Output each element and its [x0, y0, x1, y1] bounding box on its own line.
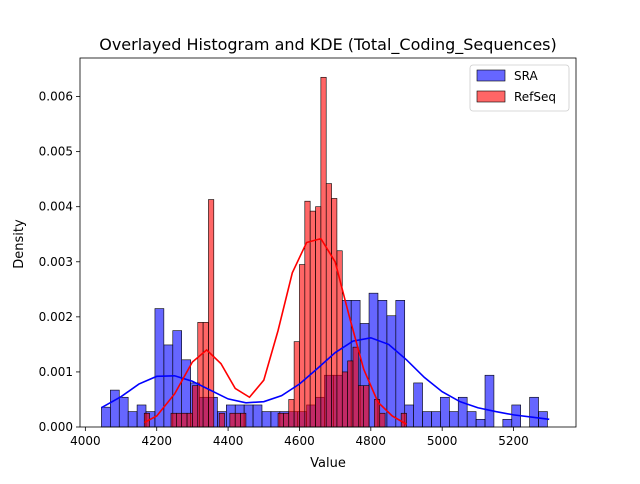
histogram-bar — [413, 382, 423, 428]
histogram-bar — [202, 322, 209, 428]
histogram-bar — [309, 210, 316, 428]
y-tick-label: 0.004 — [39, 200, 73, 214]
x-tick-label: 5200 — [498, 434, 529, 448]
histogram-bar — [197, 322, 204, 428]
histogram-bar — [502, 418, 513, 428]
histogram-bar — [449, 411, 459, 428]
histogram-bar — [431, 411, 441, 428]
histogram-bar — [181, 412, 188, 428]
histogram-bar — [320, 76, 327, 428]
plot-area: 4000 4200 4400 4600 4800 5000 5200 0.000 0.001 0.… — [39, 57, 577, 448]
histogram-bar — [110, 389, 120, 428]
histogram-bar — [466, 411, 477, 428]
histogram-bar — [277, 412, 284, 428]
histogram-bar — [261, 411, 272, 428]
histogram-bar — [386, 315, 397, 428]
histogram-bar — [176, 412, 183, 428]
histogram-bar — [529, 396, 539, 428]
histogram-bar — [229, 412, 236, 428]
histogram-bar — [422, 411, 432, 428]
histogram-bar — [208, 199, 215, 428]
x-axis-label: Value — [310, 456, 346, 471]
histogram-bar — [347, 360, 354, 428]
y-tick-label: 0.003 — [39, 255, 73, 269]
histogram-bar — [331, 198, 338, 428]
x-tick-label: 4600 — [284, 434, 315, 448]
histogram-bar — [395, 300, 406, 428]
histogram-bar — [172, 330, 182, 428]
histogram-bar — [440, 396, 450, 428]
histogram-bar — [240, 412, 247, 428]
legend-label-sra: SRA — [514, 69, 538, 83]
histogram-bar — [484, 374, 495, 428]
histogram-bar — [299, 264, 306, 428]
histogram-bar — [341, 371, 348, 428]
histogram-bar — [118, 396, 129, 428]
x-tick-label: 5000 — [427, 434, 458, 448]
histogram-bar — [475, 418, 486, 428]
x-tick-label: 4800 — [356, 434, 387, 448]
chart-title: Overlayed Histogram and KDE (Total_Codin… — [99, 35, 557, 55]
histogram-bar — [192, 385, 199, 428]
x-tick-label: 4200 — [141, 434, 172, 448]
histogram-bar — [101, 406, 111, 428]
y-axis-label: Density — [12, 219, 27, 269]
histogram-bar — [352, 346, 359, 428]
histogram-bar — [170, 412, 177, 428]
y-tick-label: 0.005 — [39, 145, 73, 159]
histogram-bar — [325, 183, 332, 428]
histogram-bar — [252, 404, 263, 428]
legend: SRA RefSeq — [469, 64, 570, 112]
histogram-bar — [358, 385, 364, 428]
histogram-bar — [218, 412, 225, 428]
kde-line-sra — [101, 336, 550, 421]
x-tick-label: 4400 — [213, 434, 244, 448]
y-tick-label: 0.002 — [39, 310, 73, 324]
histogram-bar — [379, 412, 386, 428]
x-tick-label: 4000 — [70, 434, 101, 448]
histogram-bar — [186, 412, 193, 428]
legend-swatch-sra — [476, 69, 506, 82]
legend-swatch-refseq — [476, 90, 506, 103]
histogram-bar — [363, 385, 370, 428]
histogram-bar — [127, 411, 138, 428]
y-tick-label: 0.001 — [39, 365, 73, 379]
histogram-bar — [288, 399, 295, 428]
histogram-bar — [400, 412, 407, 428]
y-tick-label: 0.006 — [39, 90, 73, 104]
histogram-bar — [304, 200, 311, 428]
y-tick-label: 0.000 — [39, 420, 73, 434]
histogram-bar — [234, 412, 241, 428]
kde-line-refseq — [143, 237, 407, 425]
histogram-bar — [283, 412, 290, 428]
legend-label-refseq: RefSeq — [514, 90, 556, 104]
axes-frame — [79, 57, 577, 428]
